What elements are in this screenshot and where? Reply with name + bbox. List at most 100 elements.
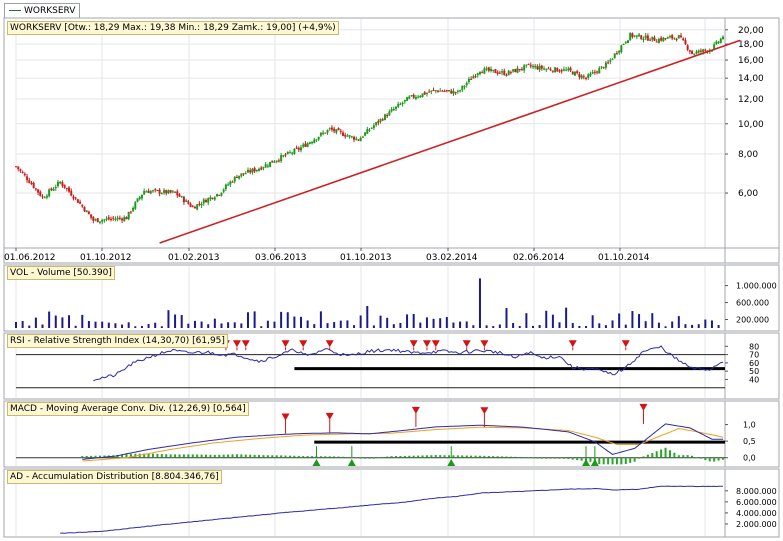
- candle-body: [337, 128, 340, 131]
- candle-body: [160, 193, 163, 195]
- candle-body: [644, 35, 647, 39]
- rsi-line: [93, 345, 724, 382]
- rsi-sell-signal: [299, 340, 308, 348]
- volume-bar: [571, 323, 574, 328]
- volume-bar: [114, 323, 117, 328]
- candle-body: [238, 175, 241, 179]
- volume-bar: [134, 326, 137, 328]
- volume-bar: [664, 326, 667, 328]
- macd-histogram-bar: [90, 455, 93, 458]
- candle-body: [76, 199, 79, 203]
- macd-histogram-bar: [85, 455, 88, 458]
- volume-bar: [399, 322, 402, 328]
- candle-body: [293, 148, 296, 154]
- candle-body: [379, 118, 382, 122]
- macd-histogram-bar: [98, 455, 101, 458]
- candles-group: [15, 32, 724, 225]
- candle-body: [684, 40, 687, 45]
- candle-body: [231, 181, 234, 183]
- volume-bar: [492, 326, 495, 328]
- candle-body: [110, 218, 113, 220]
- candle-body: [129, 211, 132, 213]
- volume-bar: [253, 311, 256, 328]
- volume-bar: [346, 320, 349, 328]
- macd-histogram-bar: [642, 456, 645, 458]
- candle-body: [264, 164, 267, 168]
- candle-body: [98, 221, 101, 223]
- candle-body: [406, 97, 409, 101]
- macd-buy-signal: [582, 459, 591, 466]
- candle-body: [32, 182, 35, 188]
- candle-body: [284, 154, 287, 156]
- candle-body: [392, 108, 395, 111]
- candle-body: [54, 186, 57, 189]
- candle-body: [593, 71, 596, 73]
- candle-body: [501, 71, 504, 73]
- candle-body: [302, 144, 305, 147]
- candle-body: [253, 168, 256, 172]
- macd-y-tick-label: 0,0: [743, 454, 756, 463]
- candle-body: [585, 77, 588, 79]
- volume-bar: [379, 315, 382, 328]
- macd-histogram-bar: [518, 456, 521, 458]
- candle-body: [364, 132, 367, 136]
- rsi-sell-signal: [241, 340, 250, 348]
- volume-bar: [631, 311, 634, 328]
- candle-body: [549, 69, 552, 71]
- volume-bar: [107, 322, 110, 328]
- candle-body: [604, 62, 607, 68]
- candle-body: [543, 68, 546, 70]
- volume-bar: [585, 326, 588, 328]
- volume-panel-title: VOL - Volume [50.390]: [7, 266, 115, 280]
- macd-histogram-bar: [677, 455, 680, 458]
- candle-body: [629, 33, 632, 41]
- macd-histogram-bar: [523, 457, 526, 459]
- macd-buy-signal: [590, 459, 599, 466]
- candle-body: [611, 58, 614, 60]
- macd-histogram-bar: [346, 457, 349, 459]
- candle-body: [333, 128, 336, 132]
- candle-body: [359, 137, 362, 142]
- candle-body: [174, 191, 177, 193]
- candle-body: [587, 74, 590, 78]
- candle-body: [43, 197, 46, 199]
- candle-body: [580, 75, 583, 79]
- macd-histogram-bar: [213, 454, 216, 458]
- candle-body: [680, 35, 683, 38]
- candle-body: [187, 201, 190, 204]
- macd-histogram-bar: [554, 457, 557, 459]
- macd-histogram-bar: [350, 457, 353, 459]
- rsi-sell-signal: [232, 340, 241, 348]
- ad-y-tick-label: 6.000.000: [736, 498, 777, 507]
- macd-histogram-bar: [395, 456, 398, 458]
- volume-bar: [419, 322, 422, 328]
- candle-body: [664, 38, 667, 40]
- candle-body: [107, 217, 110, 220]
- candle-body: [450, 90, 453, 94]
- macd-histogram-bar: [408, 455, 411, 458]
- candle-body: [297, 147, 300, 150]
- volume-bar: [459, 321, 462, 328]
- candle-body: [156, 190, 159, 192]
- candle-body: [441, 90, 444, 92]
- candle-body: [383, 114, 386, 121]
- candle-body: [560, 70, 563, 72]
- volume-bar: [54, 315, 57, 328]
- macd-histogram-bar: [258, 455, 261, 458]
- volume-bar: [518, 326, 521, 328]
- macd-histogram-bar: [151, 453, 154, 458]
- macd-histogram-bar: [275, 455, 278, 458]
- macd-histogram-bar: [209, 454, 212, 458]
- price-x-tick-label: 03.02.2014: [426, 253, 478, 263]
- price-x-tick-label: 03.06.2013: [255, 253, 307, 263]
- candle-body: [540, 65, 543, 69]
- rsi-y-tick-label: 80: [749, 342, 759, 351]
- candle-body: [134, 202, 137, 209]
- candle-body: [496, 72, 499, 74]
- candle-body: [640, 35, 643, 40]
- candle-body: [348, 135, 351, 137]
- volume-bar: [74, 325, 77, 328]
- candle-body: [300, 147, 303, 151]
- price-panel-title: WORKSERV [Otw.: 18,29 Max.: 19,38 Min.: …: [7, 21, 339, 35]
- candle-body: [527, 63, 530, 65]
